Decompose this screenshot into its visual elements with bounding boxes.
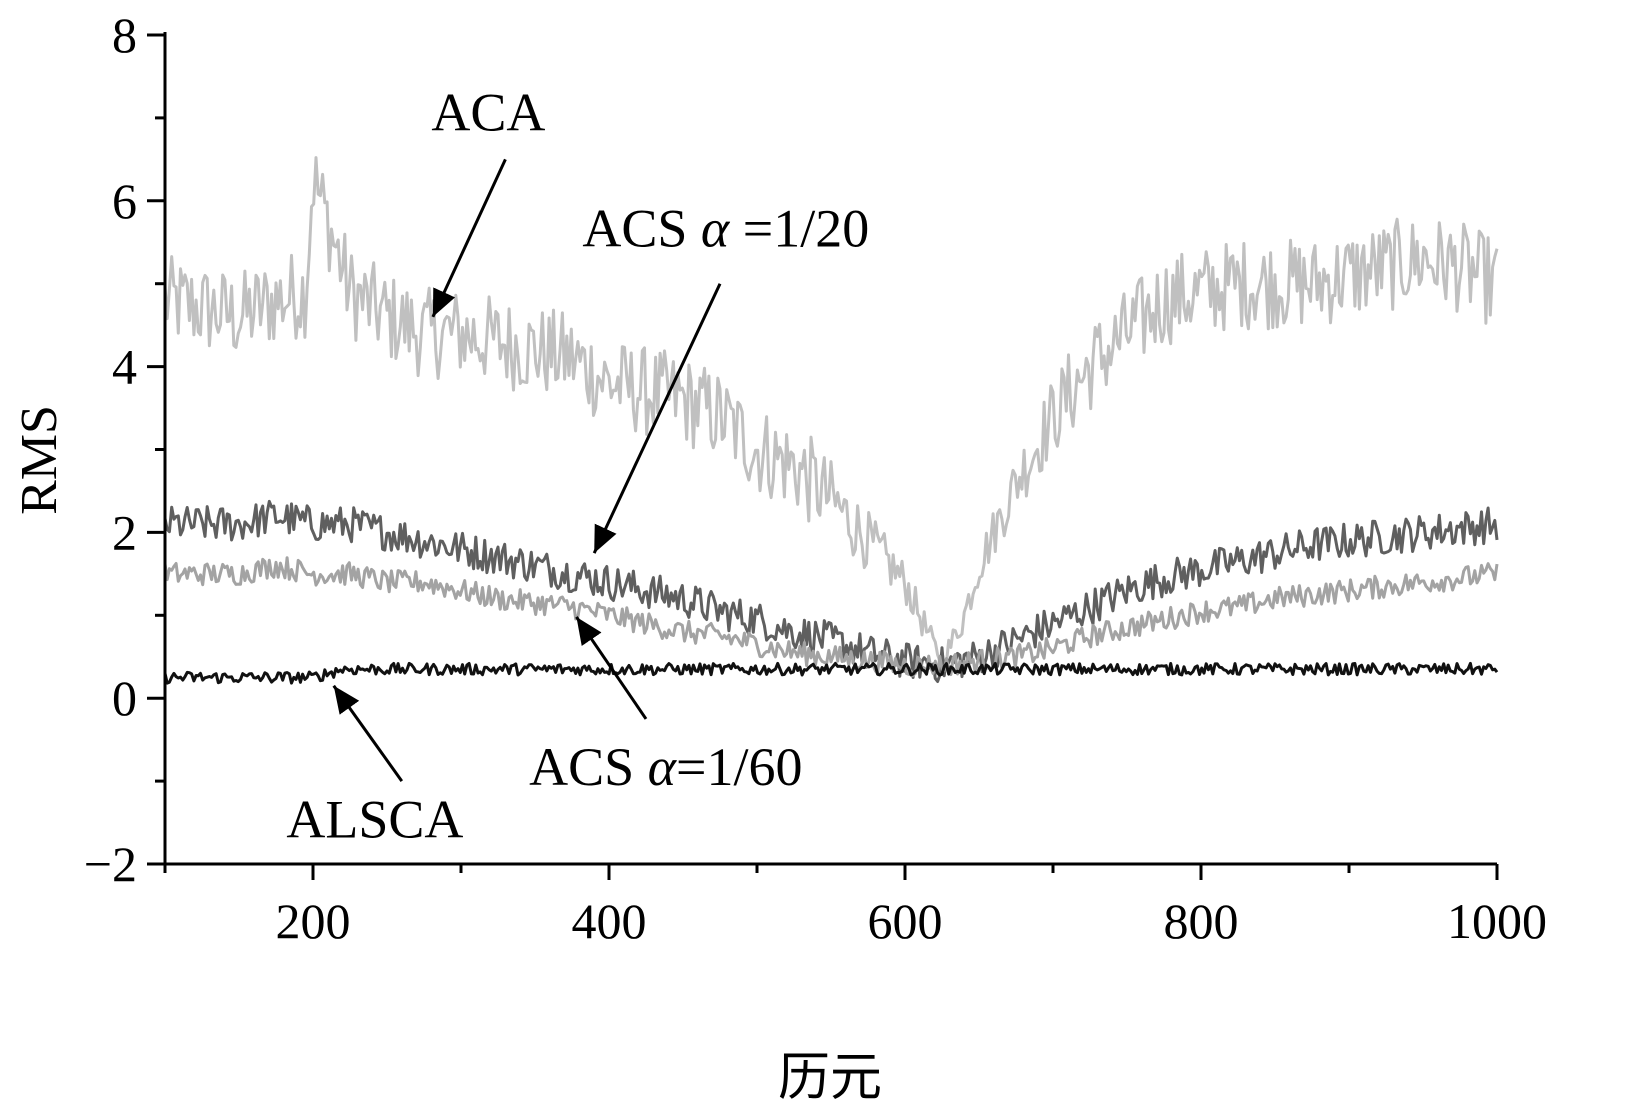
x-tick-label: 400: [572, 893, 647, 949]
y-tick-label: 8: [112, 7, 137, 63]
annotation-arrow-alsca: [332, 684, 404, 782]
annotation-label-acs60: ACS α=1/60: [529, 737, 802, 797]
series-layer: [163, 156, 1499, 685]
x-tick-label: 200: [276, 893, 351, 949]
y-tick-label: 4: [112, 339, 137, 395]
annotation-label-aca: ACA: [431, 82, 545, 142]
annotation-arrow-acs60: [575, 616, 648, 720]
y-tick-label: 2: [112, 504, 137, 560]
x-tick-label: 1000: [1447, 893, 1547, 949]
axis-layer: −2 0 2 4 6 8 200 400 600 800 1000: [84, 7, 1547, 949]
x-tick-label: 800: [1164, 893, 1239, 949]
annotation-arrow-acs20: [592, 283, 722, 554]
series-line-aca: [163, 156, 1499, 667]
series-line-acs60: [163, 556, 1499, 677]
series-line-alsca: [163, 661, 1499, 685]
x-tick-label: 600: [868, 893, 943, 949]
annotation-label-alsca: ALSCA: [286, 789, 463, 849]
annotation-layer: ACA ACS α =1/20 ACS α=1/60 ALSCA: [286, 82, 869, 849]
series-line-acs20: [163, 499, 1499, 683]
y-tick-label: 6: [112, 173, 137, 229]
y-tick-label: 0: [112, 670, 137, 726]
annotation-arrow-aca: [431, 158, 507, 318]
y-tick-label: −2: [84, 836, 137, 892]
x-axis-title: 历元: [778, 1050, 882, 1107]
y-axis-title: RMS: [11, 405, 68, 515]
annotation-label-acs20: ACS α =1/20: [582, 198, 869, 258]
